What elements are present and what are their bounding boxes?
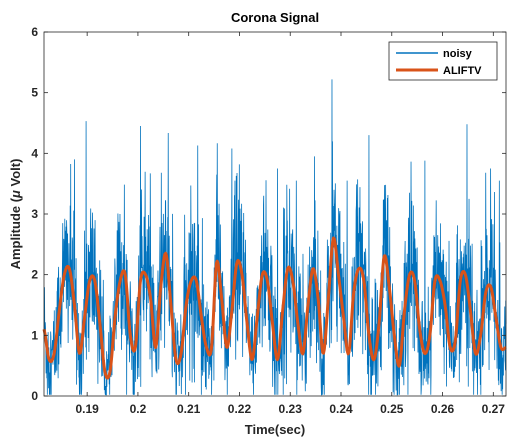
x-tick-label: 0.25	[380, 402, 404, 416]
y-tick-label: 0	[31, 389, 38, 403]
x-tick-label: 0.24	[329, 402, 353, 416]
x-tick-label: 0.23	[279, 402, 303, 416]
y-tick-label: 4	[31, 146, 38, 160]
y-tick-label: 5	[31, 86, 38, 100]
legend-box	[388, 41, 498, 81]
y-tick-label: 1	[31, 328, 38, 342]
x-tick-label: 0.21	[177, 402, 201, 416]
y-tick-label: 6	[31, 25, 38, 39]
y-axis: 0 1 2 3 4 5 6	[31, 25, 506, 403]
legend: noisy ALIFTV	[388, 41, 498, 81]
x-tick-label: 0.2	[130, 402, 147, 416]
x-tick-label: 0.22	[228, 402, 252, 416]
chart-title: Corona Signal	[231, 10, 319, 25]
x-tick-label: 0.26	[431, 402, 455, 416]
legend-label-noisy: noisy	[443, 48, 473, 60]
x-tick-label: 0.27	[482, 402, 506, 416]
noisy-series-line	[43, 79, 507, 396]
y-tick-label: 3	[31, 207, 38, 221]
y-axis-label-prefix: Amplitude (	[8, 197, 23, 269]
aliftv-series-line	[42, 236, 507, 380]
y-tick-label: 2	[31, 268, 38, 282]
legend-label-aliftv: ALIFTV	[443, 65, 482, 77]
y-axis-label-mu: μ	[8, 190, 23, 199]
y-axis-label: Amplitude (μ Volt)	[8, 159, 23, 270]
x-axis: 0.19 0.2 0.21 0.22 0.23 0.24 0.25 0.26 0.27	[75, 32, 505, 416]
noisy-series	[43, 79, 507, 396]
y-axis-label-suffix: Volt)	[8, 159, 23, 191]
x-tick-label: 0.19	[75, 402, 99, 416]
aliftv-series	[42, 236, 507, 380]
x-axis-label: Time(sec)	[245, 422, 305, 437]
